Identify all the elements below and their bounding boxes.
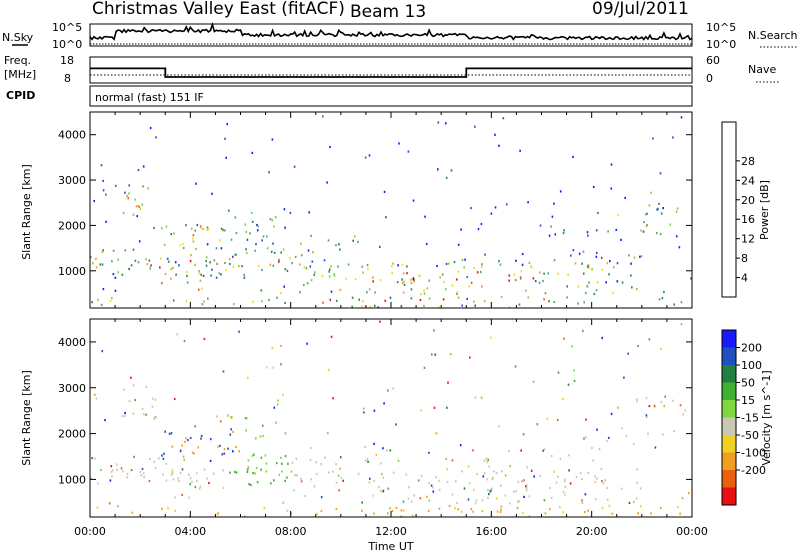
x-tick-label: 20:00 [576, 525, 608, 538]
cpid-value: normal (fast) 151 IF [95, 91, 204, 104]
noise-sky-line [89, 21, 693, 41]
noise-right-tick-bottom: 10^0 [706, 38, 736, 51]
velocity-ylabel: Slant Range [km] [20, 370, 33, 466]
freq-panel: Freq. [MHz] 18 8 60 0 Nave [4, 54, 780, 85]
power-scatter-cells [90, 115, 692, 309]
power-ylabel: Slant Range [km] [20, 164, 33, 260]
beam-label: Beam 13 [350, 2, 426, 22]
x-tick-label: 16:00 [475, 525, 507, 538]
x-axis-title: Time UT [367, 540, 413, 553]
colorbar-tick-label: 24 [741, 174, 755, 187]
velocity-scatter-cells [90, 320, 690, 519]
x-tick-label: 04:00 [174, 525, 206, 538]
x-tick-label: 08:00 [275, 525, 307, 538]
y-tick-label: 3000 [58, 174, 86, 187]
cpid-label: CPID [6, 89, 35, 102]
colorbar-swatch [722, 487, 736, 506]
y-tick-label: 2000 [58, 428, 86, 441]
colorbar-tick-label: -200 [741, 464, 766, 477]
colorbar-swatch [722, 330, 736, 348]
power-colorbar-label: Power [dB] [758, 180, 771, 240]
y-tick-label: 3000 [58, 382, 86, 395]
x-tick-labels: 00:00 04:00 08:00 12:00 16:00 20:00 00:00 [74, 525, 708, 538]
colorbar-tick-label: 8 [741, 252, 748, 265]
colorbar-tick-label: 50 [741, 377, 755, 390]
velocity-colorbar: 200 100 50 15 -15 -50 -100 -200 Velocity [m s^-… [721, 329, 773, 506]
y-tick-label: 4000 [58, 336, 86, 349]
freq-left-tick-top: 18 [60, 54, 74, 67]
colorbar-tick-label: 200 [741, 342, 762, 355]
noise-left-label: N.Sky [2, 31, 34, 44]
colorbar-swatch [722, 365, 736, 383]
y-tick-label: 1000 [58, 473, 86, 486]
colorbar-tick-label: -15 [741, 412, 759, 425]
colorbar-tick-label: 16 [741, 213, 755, 226]
noise-left-tick-bottom: 10^0 [52, 38, 82, 51]
freq-label-1: Freq. [4, 54, 31, 67]
power-panel: 1000 2000 3000 4000 Slant Range [km] [20, 111, 693, 309]
colorbar-swatch [722, 347, 736, 366]
power-y-ticks: 1000 2000 3000 4000 [58, 129, 692, 278]
colorbar-tick-label: -50 [741, 429, 759, 442]
velocity-panel: 1000 2000 3000 4000 Slant Range [km] [20, 318, 693, 519]
freq-left-tick-bottom: 8 [64, 72, 71, 85]
colorbar-swatch [722, 417, 736, 436]
power-x-ticks [89, 112, 693, 308]
freq-right-tick-bottom: 0 [706, 72, 713, 85]
colorbar-tick-label: 4 [741, 272, 748, 285]
noise-right-tick-top: 10^5 [706, 21, 736, 34]
colorbar-tick-label: 100 [741, 359, 762, 372]
x-tick-label: 00:00 [74, 525, 106, 538]
freq-right-tick-top: 60 [706, 54, 720, 67]
x-tick-label: 00:00 [676, 525, 708, 538]
colorbar-tick-label: 20 [741, 194, 755, 207]
velocity-x-ticks [89, 319, 693, 517]
station-title: Christmas Valley East (fitACF) [92, 0, 345, 19]
nave-label: Nave [748, 63, 776, 76]
colorbar-swatch [722, 435, 736, 453]
colorbar-swatch [722, 400, 736, 418]
colorbar-swatch [722, 470, 736, 488]
colorbar-tick-label: 28 [741, 155, 755, 168]
colorbar-tick-label: 12 [741, 233, 755, 246]
y-tick-label: 4000 [58, 129, 86, 142]
noise-left-tick-top: 10^5 [52, 21, 82, 34]
x-tick-label: 12:00 [375, 525, 407, 538]
date-label: 09/Jul/2011 [592, 0, 689, 19]
y-tick-label: 2000 [58, 219, 86, 232]
freq-line [90, 67, 692, 78]
colorbar-swatch [722, 382, 736, 401]
freq-label-2: [MHz] [4, 68, 36, 81]
power-colorbar: 4 8 12 16 20 24 28 Power [dB] [721, 121, 771, 298]
colorbar-tick-label: -100 [741, 447, 766, 460]
noise-right-label: N.Search [748, 29, 798, 42]
noise-panel: N.Sky 10^5 10^0 10^5 10^0 N.Search [2, 21, 798, 51]
y-tick-label: 1000 [58, 265, 86, 278]
colorbar-tick-label: 15 [741, 394, 755, 407]
colorbar-swatch [722, 452, 736, 471]
velocity-colorbar-label: Velocity [m s^-1] [760, 370, 773, 465]
velocity-y-ticks: 1000 2000 3000 4000 [58, 336, 692, 486]
